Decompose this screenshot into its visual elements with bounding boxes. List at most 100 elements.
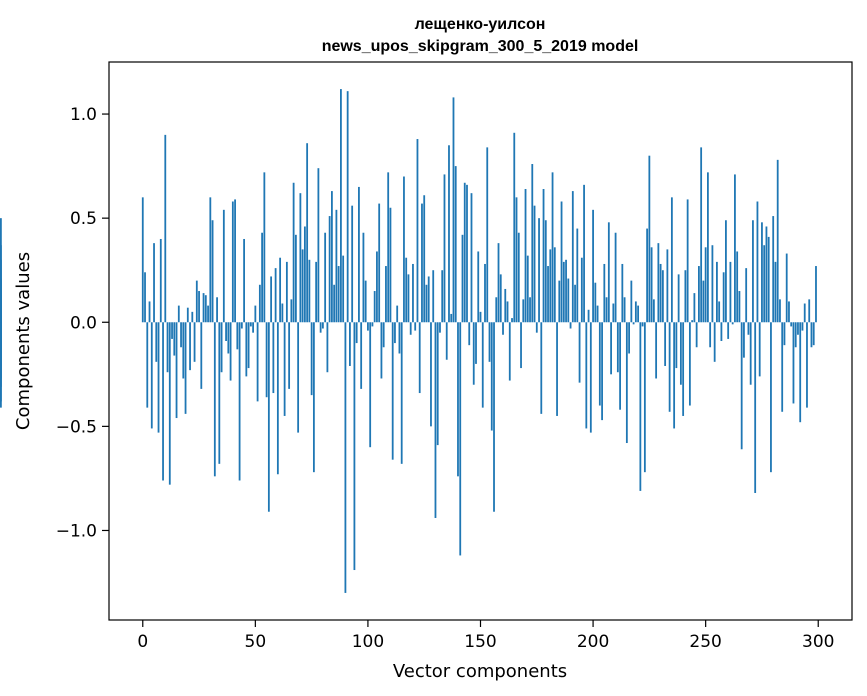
bar	[328, 216, 331, 323]
bar	[664, 322, 667, 366]
bar	[326, 322, 329, 373]
bar	[488, 322, 491, 362]
bar	[803, 303, 806, 323]
bar	[272, 322, 275, 394]
bar	[634, 301, 637, 323]
bar	[531, 164, 534, 323]
bar	[225, 322, 227, 341]
bar	[632, 322, 635, 325]
y-tick-label: 0.5	[70, 209, 97, 229]
bar	[459, 322, 462, 556]
bar	[580, 257, 583, 323]
bar	[353, 322, 356, 571]
bar	[450, 313, 453, 323]
bar	[416, 139, 419, 323]
bar	[182, 322, 185, 379]
bar	[637, 305, 640, 323]
bar	[414, 322, 417, 331]
bar	[340, 89, 342, 323]
bar	[358, 186, 360, 323]
y-tick-label: −0.5	[56, 417, 97, 437]
bars	[0, 89, 817, 593]
bar	[222, 209, 225, 323]
bar	[481, 322, 484, 408]
bar	[276, 322, 279, 475]
bar	[502, 322, 504, 335]
bar	[549, 249, 552, 323]
bar	[457, 322, 459, 477]
bar	[745, 268, 748, 323]
bar	[436, 322, 439, 446]
bar	[310, 322, 313, 396]
bar	[639, 322, 642, 491]
bar	[526, 255, 529, 323]
bar	[729, 261, 732, 323]
bar	[574, 284, 576, 323]
bar	[490, 322, 493, 431]
bar	[362, 232, 365, 323]
bar	[299, 193, 302, 323]
bar	[621, 263, 624, 323]
bar	[405, 257, 408, 323]
bar	[679, 322, 682, 385]
bar	[218, 322, 221, 464]
bar	[493, 322, 495, 512]
bar	[752, 220, 754, 323]
bar	[616, 322, 619, 373]
bar	[734, 174, 736, 323]
bar	[249, 322, 252, 327]
bar	[321, 322, 324, 329]
bar	[263, 172, 266, 323]
bar	[391, 322, 394, 460]
bar	[463, 182, 466, 323]
bar	[646, 228, 649, 323]
bar	[497, 243, 500, 323]
x-tick-label: 100	[352, 632, 384, 652]
bar	[427, 276, 430, 323]
bar	[407, 274, 410, 323]
bar	[727, 322, 730, 339]
bar	[740, 322, 743, 450]
bar	[761, 222, 763, 323]
bar	[749, 322, 752, 385]
bar	[351, 205, 354, 323]
bar	[238, 322, 241, 481]
bar	[0, 322, 2, 402]
bar	[551, 172, 554, 323]
bar	[270, 276, 273, 323]
bar	[520, 322, 522, 369]
bar	[774, 261, 777, 323]
bar	[434, 322, 437, 518]
bar	[261, 232, 263, 323]
bar	[193, 322, 196, 362]
bar	[677, 274, 680, 323]
y-tick-label: 0.0	[70, 313, 97, 333]
bar	[623, 297, 626, 323]
bar	[801, 322, 804, 331]
bar	[648, 155, 651, 323]
bar	[641, 322, 644, 327]
bar	[754, 322, 757, 493]
bar	[380, 322, 383, 379]
bar	[477, 251, 480, 323]
bar	[243, 238, 245, 323]
bar	[155, 322, 158, 362]
bar	[164, 134, 167, 323]
bar	[279, 257, 282, 323]
bar	[382, 322, 385, 348]
bar	[524, 189, 527, 323]
bar	[506, 301, 509, 323]
bar	[612, 303, 615, 323]
bar	[209, 197, 212, 323]
bar	[614, 232, 617, 323]
bar	[171, 322, 173, 339]
bar	[695, 322, 698, 348]
bar	[394, 322, 396, 344]
bar	[542, 189, 545, 323]
bar	[605, 297, 608, 323]
bar	[234, 199, 236, 323]
bar	[657, 243, 660, 323]
bar	[324, 232, 327, 323]
bar	[294, 234, 297, 323]
